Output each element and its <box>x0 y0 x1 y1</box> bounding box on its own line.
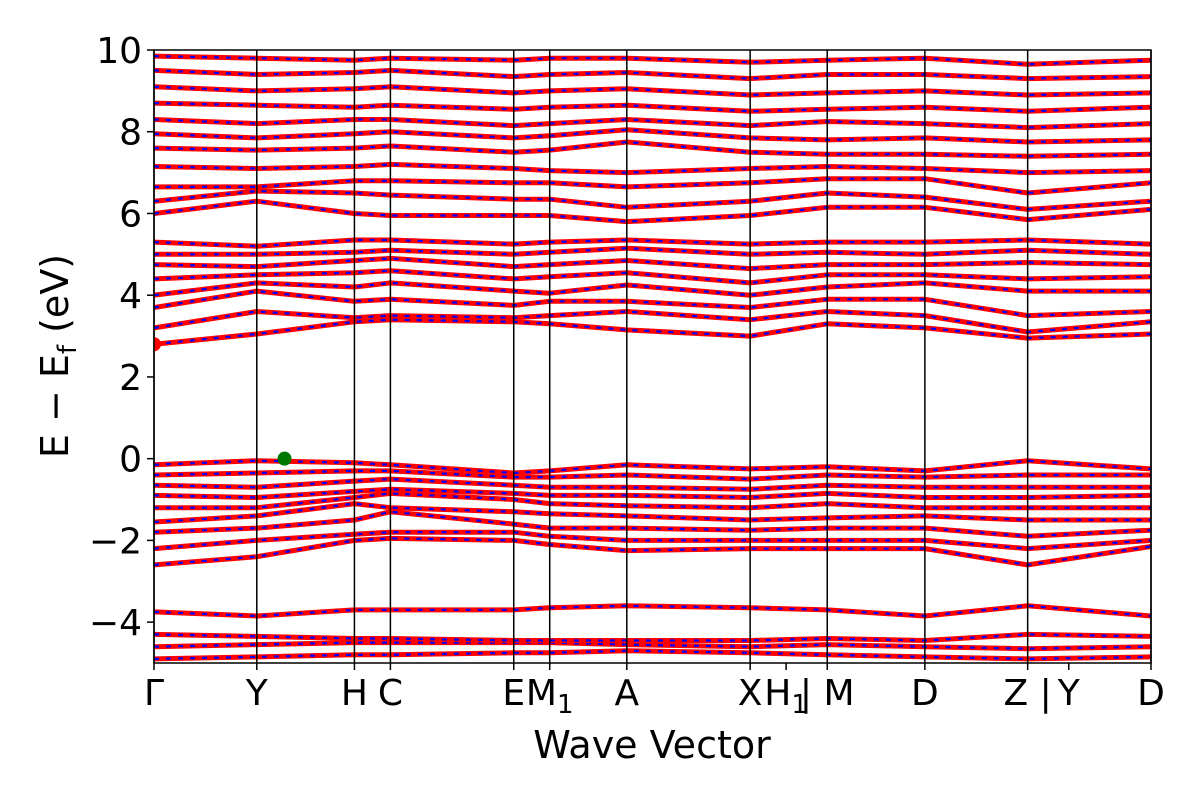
band-projection-14 <box>154 310 1151 334</box>
band-line-24 <box>154 161 1151 176</box>
plot-frame <box>153 49 1152 664</box>
band-projection-19 <box>154 247 1151 256</box>
band-projection-28 <box>154 102 1151 113</box>
band-projection-24 <box>154 163 1151 174</box>
x-tick-label: A <box>614 673 639 714</box>
y-tick-label: 10 <box>96 31 142 72</box>
y-axis-title-sub: f <box>53 344 83 354</box>
band-projection-2 <box>154 633 1151 642</box>
band-line-11 <box>154 468 1151 482</box>
band-projection-4 <box>154 537 1151 567</box>
band-line-0 <box>154 648 1151 662</box>
band-projection-18 <box>154 257 1151 270</box>
band-projection-8 <box>154 492 1151 509</box>
bands-layer <box>154 53 1151 662</box>
band-line-31 <box>154 53 1151 67</box>
x-tick-label: Γ <box>144 673 164 714</box>
band-line-26 <box>154 127 1151 145</box>
y-tick-label: 8 <box>119 113 142 154</box>
band-projection-27 <box>154 118 1151 129</box>
kpoint-lines <box>153 50 1152 663</box>
x-tick-label: M1 <box>526 673 574 720</box>
band-projection-23 <box>154 177 1151 195</box>
band-line-16 <box>154 280 1151 298</box>
band-line-9 <box>154 486 1151 500</box>
y-tick-label: −2 <box>89 521 142 562</box>
band-line-1 <box>154 640 1151 652</box>
x-tick-label: H <box>341 673 368 714</box>
band-projection-29 <box>154 85 1151 97</box>
band-line-20 <box>154 237 1151 249</box>
band-projection-1 <box>154 641 1151 650</box>
band-line-27 <box>154 117 1151 131</box>
x-tick-label: E <box>502 673 525 714</box>
band-line-28 <box>154 100 1151 114</box>
band-projection-11 <box>154 469 1151 481</box>
band-projection-16 <box>154 281 1151 297</box>
band-projection-6 <box>154 510 1151 538</box>
band-projection-0 <box>154 649 1151 661</box>
x-tick-label: | M <box>800 673 855 714</box>
band-projection-7 <box>154 502 1151 524</box>
band-projection-20 <box>154 238 1151 248</box>
band-line-30 <box>154 67 1151 82</box>
x-axis-title: Wave Vector <box>533 723 771 767</box>
y-tick-label: −4 <box>89 603 142 644</box>
x-tick-label: D <box>1137 673 1165 714</box>
y-axis-title-main: E − E <box>33 354 77 458</box>
band-projection-9 <box>154 488 1151 499</box>
band-projection-26 <box>154 128 1151 144</box>
band-projection-31 <box>154 55 1151 66</box>
band-line-10 <box>154 476 1151 492</box>
band-projection-25 <box>154 140 1151 158</box>
band-projection-30 <box>154 69 1151 80</box>
y-tick-label: 4 <box>119 276 142 317</box>
x-tick-label: Z | <box>1004 673 1052 714</box>
cbm-marker <box>154 337 161 352</box>
band-line-29 <box>154 84 1151 98</box>
band-projection-5 <box>154 531 1151 550</box>
y-tick-label: 0 <box>119 440 142 481</box>
band-projection-12 <box>154 459 1151 475</box>
band-projection-3 <box>154 604 1151 618</box>
band-line-25 <box>154 139 1151 159</box>
y-tick-label: 6 <box>119 194 142 235</box>
extrema-markers <box>154 337 292 466</box>
x-tick-label: D <box>911 673 939 714</box>
band-line-17 <box>154 268 1151 286</box>
band-line-18 <box>154 255 1151 272</box>
y-axis-ticks: −4 −2 0 2 4 6 8 10 <box>89 31 154 644</box>
band-projection-13 <box>154 318 1151 346</box>
band-line-13 <box>154 317 1151 347</box>
x-tick-label: C <box>378 673 403 714</box>
band-projection-22 <box>154 189 1151 211</box>
band-projection-17 <box>154 269 1151 285</box>
band-projection-10 <box>154 477 1151 491</box>
band-projection-21 <box>154 200 1151 223</box>
band-line-2 <box>154 631 1151 643</box>
x-tick-label: X <box>738 673 763 714</box>
x-tick-label: Y <box>245 673 269 714</box>
y-axis-title-unit: (eV) <box>33 254 77 345</box>
y-tick-label: 2 <box>119 358 142 399</box>
vbm-marker <box>277 451 292 466</box>
band-projection-15 <box>154 289 1151 317</box>
x-tick-label: Y <box>1057 673 1081 714</box>
band-line-3 <box>154 603 1151 619</box>
band-line-19 <box>154 245 1151 257</box>
y-axis-title: E − Ef (eV) <box>33 254 83 458</box>
